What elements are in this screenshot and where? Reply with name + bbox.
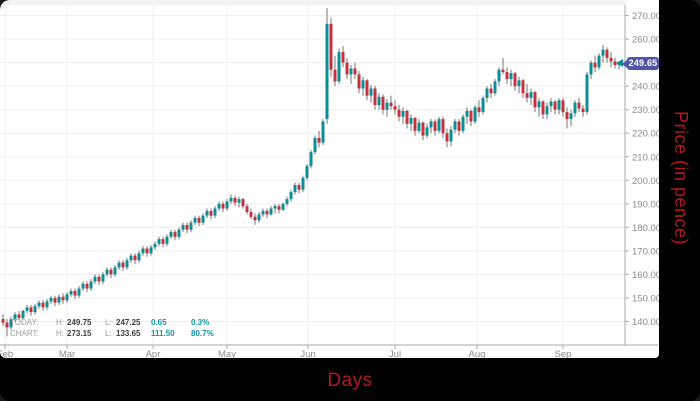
- legend-chart-change: 111.50: [151, 329, 175, 338]
- legend-row-chart: CHART: H: 273.15 L: 133.65 111.50 80.7%: [10, 328, 223, 339]
- last-price-marker-icon: [616, 59, 623, 67]
- svg-text:210.00: 210.00: [632, 152, 659, 163]
- chart-panel: 140.00 150.00 160.00 170.00 180.00 190.00 200.…: [0, 0, 659, 358]
- legend-today-change: 0.65: [151, 318, 167, 327]
- svg-text:170.00: 170.00: [632, 246, 659, 257]
- x-axis-title: Days: [327, 370, 373, 391]
- svg-text:140.00: 140.00: [632, 317, 659, 328]
- svg-text:180.00: 180.00: [632, 223, 659, 234]
- legend-high-label: H:: [56, 318, 64, 327]
- svg-text:160.00: 160.00: [632, 270, 659, 281]
- svg-text:Feb: Feb: [0, 349, 13, 358]
- legend-high-label: H:: [56, 329, 64, 338]
- svg-text:May: May: [218, 349, 236, 358]
- legend-chart-low: 133.65: [116, 329, 141, 338]
- legend-chart-percent: 80.7%: [191, 329, 214, 338]
- svg-text:Jun: Jun: [300, 349, 315, 358]
- legend-today-label: TODAY:: [10, 318, 39, 327]
- svg-text:190.00: 190.00: [632, 199, 659, 210]
- svg-text:240.00: 240.00: [632, 82, 659, 93]
- legend-chart-label: CHART:: [10, 329, 39, 338]
- svg-text:260.00: 260.00: [632, 35, 659, 46]
- svg-text:Jul: Jul: [389, 349, 401, 358]
- y-axis-title: Price (in pence): [671, 110, 691, 246]
- legend-low-label: L:: [105, 329, 112, 338]
- svg-text:Sep: Sep: [555, 349, 572, 358]
- svg-text:200.00: 200.00: [632, 176, 659, 187]
- svg-text:Aug: Aug: [469, 349, 486, 358]
- legend-today-percent: 0.3%: [191, 318, 210, 327]
- ohlc-legend: TODAY: H: 249.75 L: 247.25 0.65 0.3% CHART: H: 2…: [10, 317, 223, 339]
- legend-row-today: TODAY: H: 249.75 L: 247.25 0.65 0.3%: [10, 317, 223, 328]
- svg-text:230.00: 230.00: [632, 105, 659, 116]
- svg-text:270.00: 270.00: [632, 11, 659, 22]
- legend-low-label: L:: [105, 318, 112, 327]
- legend-today-high: 249.75: [67, 318, 92, 327]
- svg-text:220.00: 220.00: [632, 129, 659, 140]
- svg-text:150.00: 150.00: [632, 293, 659, 304]
- legend-chart-high: 273.15: [67, 329, 92, 338]
- last-price-badge: 249.65: [622, 57, 659, 70]
- svg-text:Mar: Mar: [59, 349, 75, 358]
- candlestick-chart[interactable]: 140.00 150.00 160.00 170.00 180.00 190.00 200.…: [0, 0, 659, 358]
- svg-text:Apr: Apr: [146, 349, 161, 358]
- legend-today-low: 247.25: [116, 318, 141, 327]
